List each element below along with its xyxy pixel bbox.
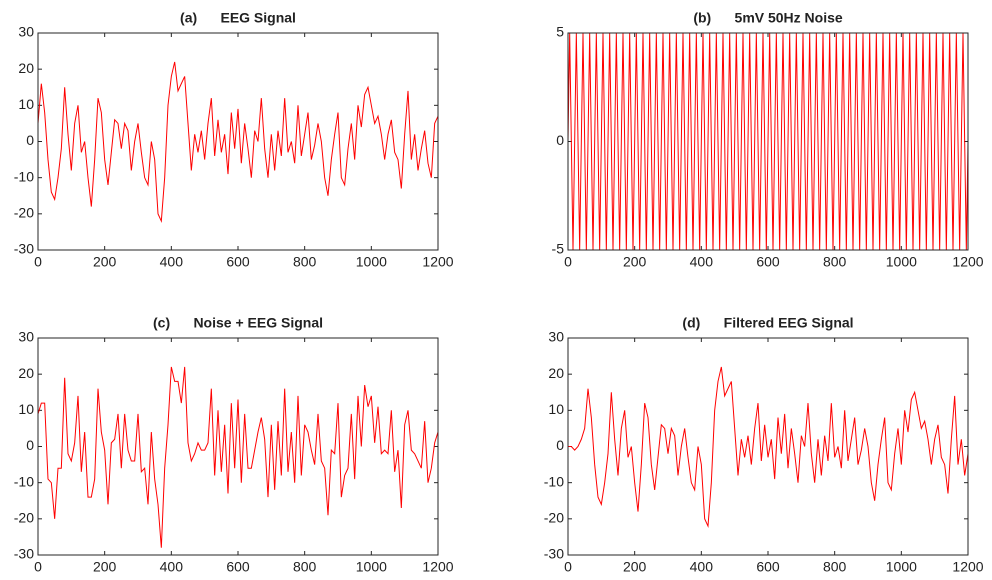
y-tick-label: -10 <box>544 473 564 489</box>
x-tick-label: 0 <box>34 254 42 270</box>
x-tick-label: 200 <box>623 559 647 575</box>
y-tick-label: -10 <box>14 473 34 489</box>
y-tick-label: 30 <box>548 329 564 345</box>
y-tick-label: 10 <box>18 401 34 417</box>
y-tick-label: 20 <box>548 365 564 381</box>
x-tick-label: 1200 <box>952 559 983 575</box>
y-tick-label: -20 <box>14 510 34 526</box>
x-tick-label: 600 <box>756 559 780 575</box>
chart-title: (c) Noise + EEG Signal <box>153 315 323 331</box>
x-tick-label: 1200 <box>422 254 453 270</box>
y-tick-label: 0 <box>556 132 564 148</box>
axes-box <box>37 32 439 251</box>
x-tick-label: 400 <box>160 254 184 270</box>
chart-title: (b) 5mV 50Hz Noise <box>693 10 843 26</box>
y-tick-label: 30 <box>18 329 34 345</box>
y-tick-label: -20 <box>544 510 564 526</box>
x-tick-label: 1200 <box>422 559 453 575</box>
y-tick-label: 0 <box>26 437 34 453</box>
axes-box <box>37 337 439 556</box>
plot-area <box>568 338 968 555</box>
x-tick-label: 800 <box>293 559 317 575</box>
plot-area <box>38 33 438 250</box>
x-tick-label: 600 <box>226 254 250 270</box>
x-tick-label: 1000 <box>886 254 917 270</box>
x-tick-label: 800 <box>293 254 317 270</box>
y-tick-label: 20 <box>18 60 34 76</box>
y-tick-label: -5 <box>552 241 565 257</box>
y-tick-label: -30 <box>544 546 564 562</box>
x-tick-label: 400 <box>690 254 714 270</box>
axes-box <box>567 32 969 251</box>
x-tick-label: 600 <box>226 559 250 575</box>
y-tick-label: -10 <box>14 168 34 184</box>
y-tick-label: 20 <box>18 365 34 381</box>
signal-line <box>37 366 439 548</box>
signal-line <box>568 366 969 529</box>
x-tick-label: 800 <box>823 559 847 575</box>
x-tick-label: 0 <box>34 559 42 575</box>
x-tick-label: 1200 <box>952 254 983 270</box>
y-tick-label: -30 <box>14 546 34 562</box>
y-tick-label: 0 <box>26 132 34 148</box>
y-tick-label: 30 <box>18 24 34 40</box>
chart-title: (a) EEG Signal <box>180 10 296 26</box>
x-tick-label: 0 <box>564 559 572 575</box>
signal-line <box>37 61 439 224</box>
signal-line <box>567 32 969 251</box>
y-tick-label: 5 <box>556 24 564 40</box>
y-tick-label: -20 <box>14 205 34 221</box>
x-tick-label: 200 <box>93 559 117 575</box>
x-tick-label: 400 <box>160 559 184 575</box>
y-tick-label: -30 <box>14 241 34 257</box>
y-tick-label: 10 <box>18 96 34 112</box>
x-tick-label: 1000 <box>356 559 387 575</box>
x-tick-label: 800 <box>823 254 847 270</box>
y-tick-label: 0 <box>556 437 564 453</box>
plot-area <box>38 338 438 555</box>
axes-box <box>567 337 969 556</box>
x-tick-label: 200 <box>623 254 647 270</box>
x-tick-label: 1000 <box>356 254 387 270</box>
x-tick-label: 1000 <box>886 559 917 575</box>
x-tick-label: 600 <box>756 254 780 270</box>
chart-title: (d) Filtered EEG Signal <box>682 315 853 331</box>
x-tick-label: 400 <box>690 559 714 575</box>
y-tick-label: 10 <box>548 401 564 417</box>
x-tick-label: 200 <box>93 254 117 270</box>
x-tick-label: 0 <box>564 254 572 270</box>
